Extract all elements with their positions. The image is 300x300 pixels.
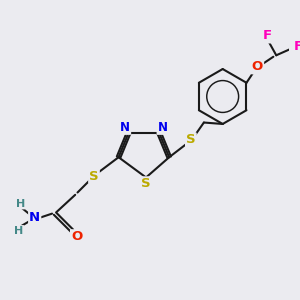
Text: H: H <box>14 226 23 236</box>
Text: S: S <box>186 134 196 146</box>
Text: N: N <box>158 121 167 134</box>
Text: O: O <box>252 60 263 74</box>
Text: S: S <box>141 177 151 190</box>
Text: F: F <box>263 29 272 42</box>
Text: F: F <box>293 40 300 53</box>
Text: S: S <box>89 169 99 182</box>
Text: N: N <box>120 121 130 134</box>
Text: H: H <box>16 199 25 208</box>
Text: N: N <box>29 212 40 224</box>
Text: O: O <box>71 230 82 243</box>
